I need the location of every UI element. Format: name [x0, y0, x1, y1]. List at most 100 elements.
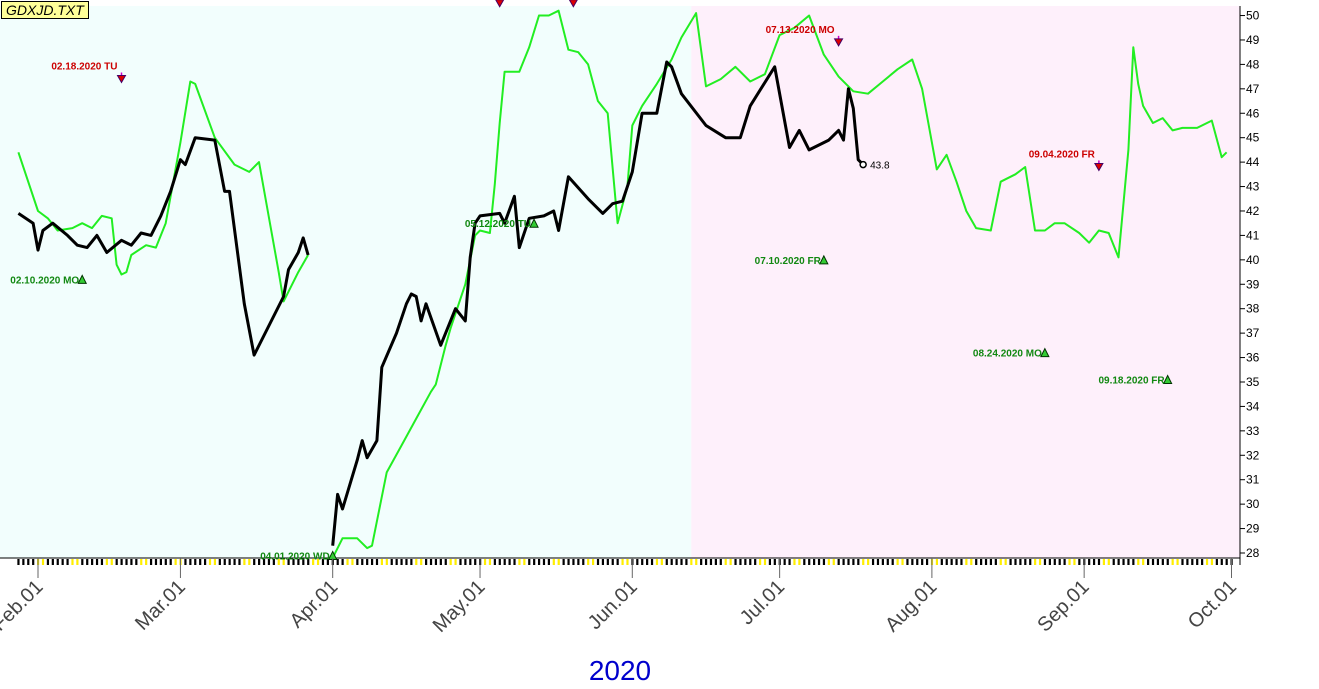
low-marker: 07.10.2020 FR: [755, 254, 829, 267]
ruler-day-cell: [793, 559, 796, 565]
ruler-day-cell: [577, 559, 580, 565]
ruler-day-cell: [27, 559, 30, 565]
ruler-day-cell: [803, 559, 806, 565]
ruler-day-cell: [277, 559, 280, 565]
ruler-day-cell: [253, 559, 256, 565]
high-date-label: 07.13.2020 MO: [766, 25, 835, 36]
ruler-day-cell: [410, 559, 413, 565]
ruler-day-cell: [1215, 559, 1218, 565]
ruler-day-cell: [208, 559, 212, 565]
ruler-day-cell: [508, 559, 511, 565]
ruler-day-cell: [1107, 559, 1110, 565]
ruler-day-cell: [449, 559, 452, 565]
x-axis-ruler: [0, 557, 1240, 566]
ruler-day-cell: [110, 559, 113, 565]
ruler-day-cell: [1068, 559, 1071, 565]
ruler-day-cell: [1038, 559, 1042, 565]
ruler-day-cell: [1171, 559, 1174, 565]
ruler-day-cell: [513, 559, 516, 565]
ruler-day-cell: [390, 559, 393, 565]
ruler-day-cell: [724, 559, 727, 565]
ruler-day-cell: [867, 559, 870, 565]
ruler-day-cell: [297, 559, 300, 565]
ruler-day-cell: [881, 559, 884, 565]
ruler-day-cell: [493, 559, 496, 565]
y-tick-label: 39: [1246, 277, 1260, 291]
ruler-day-cell: [356, 559, 359, 565]
price-line: [17, 136, 310, 357]
ruler-day-cell: [626, 559, 629, 565]
ruler-day-cell: [213, 559, 217, 565]
ruler-day-cell: [76, 559, 79, 565]
ruler-day-cell: [1078, 559, 1081, 565]
ruler-day-cell: [621, 559, 624, 565]
low-marker: 04.01.2020 WD: [260, 550, 338, 562]
ruler-day-cell: [488, 559, 492, 565]
ruler-day-cell: [1004, 559, 1007, 565]
ruler-day-cell: [675, 559, 678, 565]
ruler-day-cell: [262, 559, 266, 565]
y-tick-label: 42: [1246, 204, 1260, 218]
ruler-day-cell: [606, 559, 609, 565]
ruler-day-cell: [871, 559, 875, 565]
ruler-day-cell: [154, 559, 158, 565]
ruler-day-cell: [302, 559, 305, 565]
low-date-label: 02.10.2020 MO: [10, 275, 79, 286]
ruler-day-cell: [189, 559, 192, 565]
low-date-label: 08.24.2020 MO: [973, 349, 1042, 360]
ruler-day-cell: [1112, 559, 1115, 565]
ruler-day-cell: [341, 559, 344, 565]
high-marker: 05.05.2020 TU: [495, 0, 505, 8]
ruler-day-cell: [81, 559, 84, 565]
ruler-day-cell: [739, 559, 742, 565]
ruler-day-cell: [714, 559, 717, 565]
ruler-day-cell: [690, 559, 693, 565]
ruler-day-cell: [965, 559, 968, 565]
ruler-day-cell: [808, 559, 811, 565]
y-tick-label: 48: [1246, 57, 1260, 71]
ruler-day-cell: [537, 559, 541, 565]
ruler-day-cell: [405, 559, 408, 565]
ruler-day-cell: [336, 559, 339, 565]
ruler-day-cell: [528, 559, 531, 565]
low-date-label: 05.12.2020 TU: [465, 219, 531, 230]
ruler-day-cell: [660, 559, 663, 565]
ruler-day-cell: [498, 559, 501, 565]
ruler-day-cell: [1142, 559, 1145, 565]
ruler-day-cell: [616, 559, 619, 565]
ruler-day-cell: [788, 559, 791, 565]
ruler-day-cell: [1127, 559, 1130, 565]
turning-point-annotations: 02.18.2020 TU 02.10.2020 MO 04.01.2020 WD 0…: [10, 0, 1173, 562]
ruler-day-cell: [1014, 559, 1017, 565]
ruler-day-cell: [135, 559, 138, 565]
ruler-day-cell: [749, 559, 752, 565]
ruler-day-cell: [783, 559, 786, 565]
ruler-day-cell: [267, 559, 271, 565]
ruler-day-cell: [518, 559, 521, 565]
forecast-line: [331, 9, 1228, 559]
x-tick-label: Apr.01: [286, 576, 342, 632]
high-arrow-head: [495, 0, 505, 8]
forecast-period-background: [691, 6, 1240, 558]
ruler-day-cell: [1210, 559, 1214, 565]
ruler-day-cell: [1024, 559, 1027, 565]
low-arrow-head: [819, 254, 829, 265]
ruler-day-cell: [454, 559, 457, 565]
ruler-day-cell: [287, 559, 290, 565]
ruler-day-cell: [822, 559, 826, 565]
ruler-day-cell: [1201, 559, 1204, 565]
y-tick-label: 37: [1246, 326, 1260, 340]
ruler-day-cell: [876, 559, 880, 565]
ruler-day-cell: [218, 559, 221, 565]
high-arrow-head: [116, 75, 127, 84]
ruler-day-cell: [1102, 559, 1105, 565]
ruler-day-cell: [916, 559, 919, 565]
ruler-day-cell: [950, 559, 953, 565]
y-tick-label: 29: [1246, 522, 1260, 536]
ruler-day-cell: [1181, 559, 1184, 565]
low-marker: 08.24.2020 MO: [973, 347, 1050, 360]
ruler-day-cell: [120, 559, 123, 565]
low-marker: 02.10.2020 MO: [10, 274, 88, 286]
ruler-day-cell: [1225, 559, 1228, 565]
plot-lines: 43.8: [17, 9, 1228, 559]
